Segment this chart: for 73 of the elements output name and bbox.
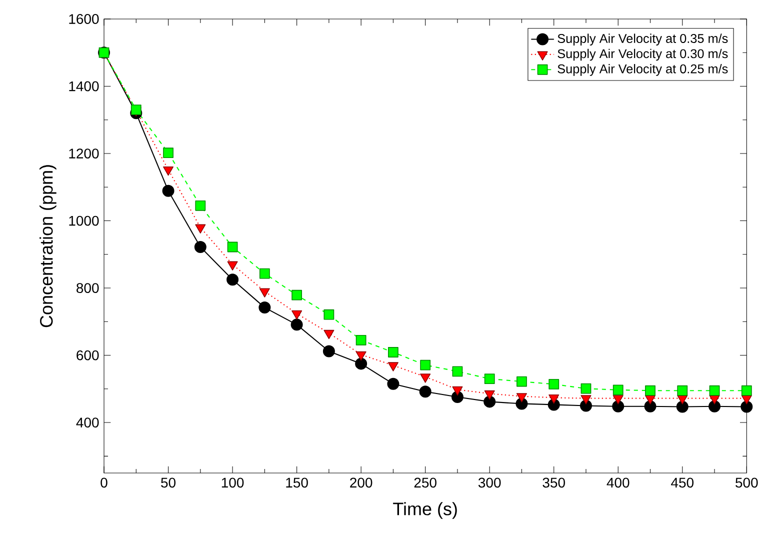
point [677,385,688,396]
point [195,200,206,211]
legend-label: Supply Air Velocity at 0.25 m/s [558,64,728,76]
x-tick-label: 450 [671,478,694,488]
y-tick-label: 1400 [69,81,99,92]
point [452,386,463,396]
point [324,309,334,320]
point [484,396,496,408]
point [420,374,431,383]
y-tick-label: 600 [76,350,99,360]
point [516,393,527,402]
point [388,362,398,372]
point [612,400,624,412]
point [259,268,270,279]
point [258,302,271,314]
point [645,385,656,396]
y-tick-label: 1600 [69,14,99,24]
point [292,310,302,320]
point [195,224,206,234]
point [708,400,721,412]
point [580,383,592,394]
point [356,351,366,361]
point [740,400,753,413]
point [644,400,656,412]
x-tick-label: 300 [478,478,501,488]
x-tick-label: 50 [161,478,176,488]
point [387,378,400,390]
point [227,242,238,252]
x-tick-label: 200 [350,478,372,488]
x-tick-label: 500 [736,478,758,488]
point [419,386,432,398]
point [420,360,431,370]
point [259,288,270,298]
point [324,330,334,340]
point [356,334,366,346]
y-axis-title: Concentration (ppm) [40,165,56,328]
point [388,347,398,358]
x-tick-label: 250 [414,478,436,488]
x-tick-label: 0 [100,478,108,488]
point [741,385,752,396]
y-tick-label: 400 [76,418,99,428]
legend-label: Supply Air Velocity at 0.35 m/s [558,34,728,46]
point [292,290,302,300]
point [162,184,174,197]
point [226,274,239,286]
point [194,241,206,254]
point [290,318,303,331]
y-tick-label: 1200 [69,148,99,158]
point [548,394,560,404]
y-tick-label: 800 [76,283,99,293]
point [355,358,368,370]
point [612,395,624,404]
x-tick-label: 400 [606,478,630,488]
point [676,400,688,413]
point [548,379,560,390]
x-tick-label: 150 [286,478,308,488]
point [612,384,624,396]
legend-label: Supply Air Velocity at 0.30 m/s [558,48,728,61]
x-tick-label: 350 [542,478,565,488]
y-tick-label: 1000 [69,216,99,226]
point [227,261,238,270]
point [580,395,592,404]
point [516,376,527,387]
point [163,148,174,158]
x-axis-title: Time (s) [393,502,457,519]
point [163,166,174,176]
point [709,385,720,396]
point [484,374,495,384]
point [484,390,495,400]
x-tick-label: 100 [222,478,244,488]
point [130,104,142,115]
point [452,366,463,377]
point [322,345,335,358]
